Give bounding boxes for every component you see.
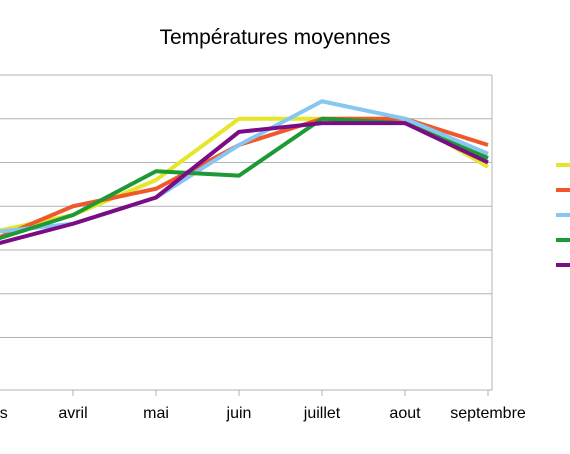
- plot-frame: [0, 75, 493, 391]
- x-tick-label: mars: [0, 405, 8, 422]
- chart-title: Températures moyennes: [159, 26, 390, 49]
- x-tick-label: septembre: [450, 405, 526, 422]
- x-tick-label: aout: [389, 405, 421, 422]
- x-tick-label: avril: [58, 405, 87, 422]
- x-axis-ticks: mars avril mai juin juillet aout septembre: [0, 390, 526, 422]
- legend: [556, 163, 570, 267]
- x-tick-label: juin: [226, 405, 252, 422]
- x-tick-label: mai: [143, 405, 169, 422]
- series-lines: [0, 99, 490, 246]
- x-tick-label: juillet: [303, 405, 341, 422]
- series-line-5: [0, 121, 489, 246]
